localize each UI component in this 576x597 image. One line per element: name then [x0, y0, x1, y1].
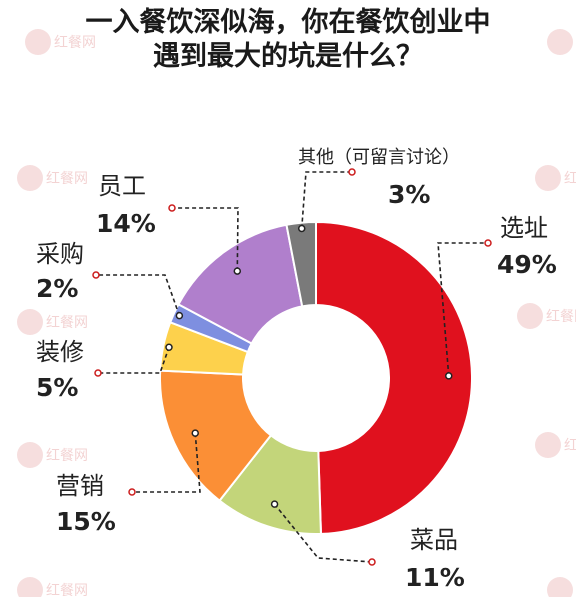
watermark-logo: 红餐网: [17, 165, 88, 191]
watermark-layer: 红餐网红餐网红餐网红餐网红餐网红餐网红餐网红餐网红餐网红餐网: [17, 29, 576, 597]
slice-label-4: 采购: [36, 240, 84, 268]
slice-label-6: 其他（可留言讨论）: [298, 147, 460, 168]
slice-value-6: 3%: [388, 180, 430, 209]
slice-label-2: 营销: [56, 472, 104, 500]
svg-text:红餐网: 红餐网: [564, 438, 576, 454]
leader-2: [128, 429, 201, 496]
slice-value-5: 14%: [96, 209, 156, 238]
watermark-logo: 红餐网: [25, 29, 96, 55]
slice-label-0: 选址: [500, 214, 548, 242]
watermark-logo: 红餐网: [547, 29, 573, 55]
watermark-logo: 红餐网: [535, 432, 576, 458]
slice-value-4: 2%: [36, 274, 78, 303]
svg-text:红餐网: 红餐网: [46, 448, 88, 464]
svg-text:红餐网: 红餐网: [46, 171, 88, 187]
slice-value-2: 15%: [56, 507, 116, 536]
watermark-logo: 红餐网: [17, 309, 88, 335]
slice-value-3: 5%: [36, 373, 78, 402]
slice-label-1: 菜品: [410, 526, 458, 554]
leader-3: [94, 343, 173, 377]
slice-value-0: 49%: [497, 250, 557, 279]
slice-label-5: 员工: [98, 172, 146, 200]
leader-0: [437, 239, 492, 380]
slice-0: [315, 220, 473, 535]
chart-title-line-1: 一入餐饮深似海，你在餐饮创业中: [85, 7, 491, 38]
svg-text:红餐网: 红餐网: [564, 171, 576, 187]
leader-lines: [92, 168, 492, 566]
slice-value-1: 11%: [405, 563, 465, 592]
slice-label-3: 装修: [36, 338, 84, 366]
svg-text:红餐网: 红餐网: [546, 309, 576, 325]
donut-slices: [159, 220, 473, 535]
slice-labels: 选址 49% 菜品 11% 营销 15% 装修 5% 采购 2% 员工 14% 其他（可留言讨论） 3%: [36, 147, 557, 592]
watermark-logo: 红餐网: [17, 442, 88, 468]
leader-6: [297, 168, 356, 233]
chart-title-line-2: 遇到最大的坑是什么？: [153, 41, 423, 72]
svg-text:红餐网: 红餐网: [54, 35, 96, 51]
watermark-logo: 红餐网: [17, 577, 88, 597]
watermark-logo: 红餐网: [535, 165, 576, 191]
svg-text:红餐网: 红餐网: [46, 583, 88, 597]
watermark-logo: 红餐网: [547, 577, 573, 597]
svg-text:红餐网: 红餐网: [46, 315, 88, 331]
leader-5: [168, 204, 242, 275]
leader-1: [270, 500, 376, 566]
slice-2: [159, 369, 273, 503]
watermark-logo: 红餐网: [517, 303, 576, 329]
leader-4: [92, 271, 184, 320]
slice-6: [285, 220, 317, 308]
